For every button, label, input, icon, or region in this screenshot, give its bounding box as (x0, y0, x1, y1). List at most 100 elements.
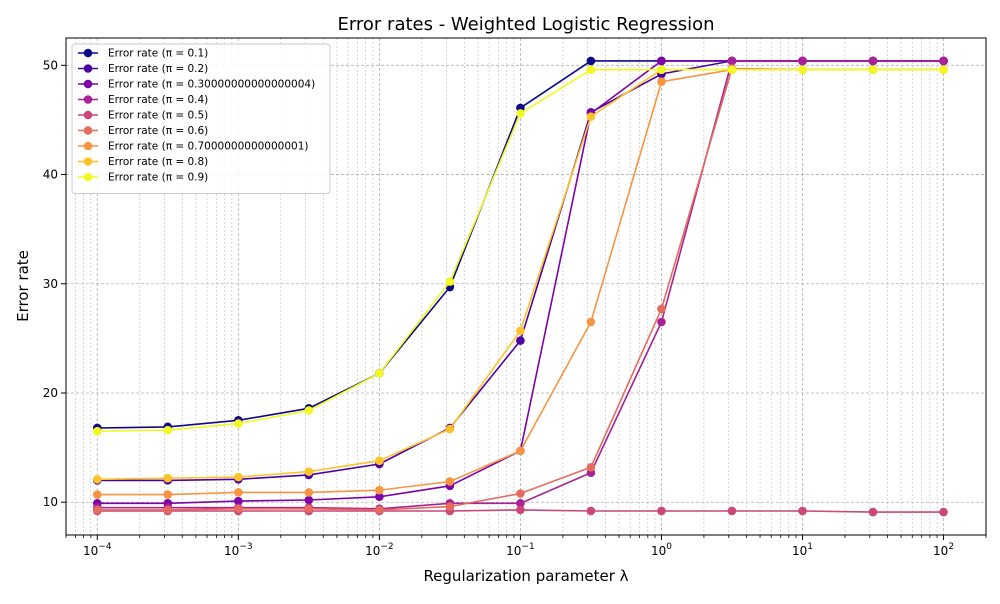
y-tick-label: 20 (43, 386, 58, 400)
data-point (939, 56, 948, 66)
legend-item: Error rate (π = 0.5) (78, 110, 208, 122)
data-point (163, 425, 173, 435)
legend-label: Error rate (π = 0.30000000000000004) (108, 79, 315, 91)
x-tick-label: 102 (933, 542, 954, 558)
legend-item: Error rate (π = 0.1) (78, 48, 208, 60)
x-tick-label: 100 (651, 542, 672, 558)
legend-label: Error rate (π = 0.7000000000000001) (108, 141, 309, 153)
x-axis-ticks: 10−4 10−3 10−2 10−1 100 101 102 (65, 535, 987, 558)
data-point (727, 506, 737, 516)
x-tick-label: 10−3 (224, 542, 253, 558)
legend-label: Error rate (π = 0.6) (108, 125, 208, 137)
data-point (586, 112, 596, 121)
y-tick-label: 40 (43, 168, 58, 182)
data-point (304, 495, 314, 505)
legend-marker (83, 79, 93, 89)
legend: Error rate (π = 0.1) Error rate (π = 0.2)… (71, 43, 331, 194)
data-point (375, 369, 384, 378)
data-point (304, 488, 314, 497)
data-point (586, 317, 596, 327)
data-point (234, 419, 243, 428)
data-point (92, 490, 102, 499)
legend-label: Error rate (π = 0.2) (108, 63, 208, 75)
data-point (586, 56, 596, 66)
x-tick-label: 10−2 (365, 542, 394, 558)
legend-item: Error rate (π = 0.4) (78, 94, 208, 106)
data-point (657, 317, 666, 327)
x-tick-label: 10−1 (506, 542, 535, 558)
legend-item: Error rate (π = 0.8) (78, 156, 208, 168)
data-point (516, 336, 525, 345)
data-point (304, 504, 314, 514)
legend-label: Error rate (π = 0.1) (108, 48, 208, 60)
data-point (516, 505, 525, 515)
data-point (516, 109, 525, 118)
data-point (657, 506, 666, 516)
legend-label: Error rate (π = 0.4) (108, 94, 208, 106)
data-point (586, 65, 596, 74)
legend-marker (83, 141, 93, 151)
data-point (657, 65, 666, 74)
data-point (375, 456, 384, 466)
plot-frame (65, 37, 987, 536)
legend-label: Error rate (π = 0.8) (108, 156, 208, 168)
legend-marker (83, 48, 93, 58)
legend-marker (83, 172, 93, 182)
data-point (445, 477, 455, 486)
data-point (445, 277, 455, 286)
data-point (234, 472, 243, 482)
legend-marker (83, 64, 93, 73)
data-point (727, 56, 737, 66)
data-point (163, 490, 173, 499)
data-point (939, 65, 948, 74)
data-point (939, 507, 948, 517)
data-point (92, 426, 102, 436)
data-point (92, 474, 102, 484)
legend-marker (83, 126, 93, 135)
data-point (516, 499, 525, 508)
data-point (516, 446, 525, 456)
data-point (657, 304, 666, 314)
data-point (798, 65, 807, 74)
series-9 (92, 65, 948, 436)
data-point (375, 492, 384, 502)
legend-item: Error rate (π = 0.2) (78, 63, 208, 75)
data-point (304, 467, 314, 476)
legend-item: Error rate (π = 0.6) (78, 125, 208, 137)
legend-marker (83, 110, 93, 120)
legend-label: Error rate (π = 0.9) (108, 172, 208, 184)
data-point (445, 502, 455, 511)
data-point (657, 77, 666, 86)
data-point (445, 424, 455, 434)
y-axis-label: Error rate (14, 250, 32, 322)
data-point (163, 473, 173, 483)
data-point (516, 489, 525, 498)
data-point (163, 505, 173, 515)
data-point (798, 56, 807, 66)
data-point (234, 488, 243, 497)
data-point (868, 507, 878, 517)
legend-marker (83, 157, 93, 166)
legend-marker (83, 95, 93, 104)
y-tick-label: 50 (43, 58, 58, 72)
x-tick-label: 101 (792, 542, 813, 558)
data-point (586, 506, 596, 516)
data-point (92, 505, 102, 515)
data-point (516, 326, 525, 336)
legend-label: Error rate (π = 0.5) (108, 110, 208, 122)
data-point (375, 505, 384, 515)
data-point (727, 65, 737, 74)
data-point (868, 65, 878, 74)
y-tick-label: 10 (43, 495, 58, 509)
data-point (586, 462, 596, 472)
series-group (92, 56, 948, 517)
data-point (234, 496, 243, 506)
chart-title: Error rates - Weighted Logistic Regressi… (337, 14, 714, 35)
y-axis-ticks: 10 20 30 40 50 (43, 58, 66, 509)
x-tick-label: 10−4 (83, 542, 112, 558)
legend-box (71, 43, 331, 194)
x-axis-label: Regularization parameter λ (423, 567, 628, 585)
data-point (798, 506, 807, 516)
